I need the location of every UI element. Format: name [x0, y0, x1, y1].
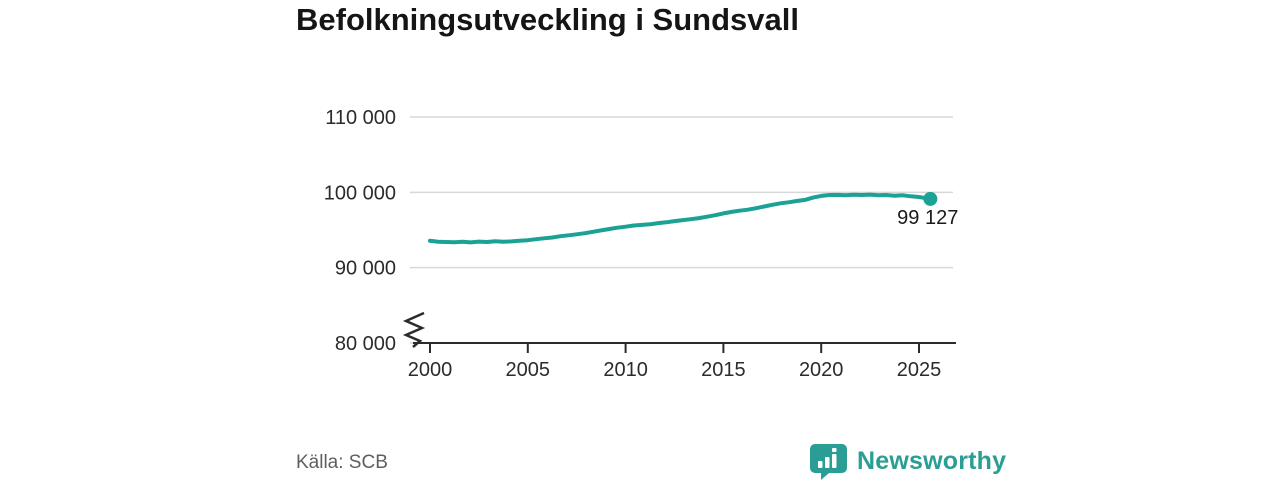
speech-bubble-bar-chart-icon — [810, 444, 847, 480]
x-axis-tick-label: 2020 — [799, 359, 844, 381]
y-axis-tick-label: 80 000 — [335, 333, 396, 355]
chart-title: Befolkningsutveckling i Sundsvall — [296, 2, 799, 37]
y-axis-tick-label: 90 000 — [335, 258, 396, 280]
y-axis-tick-label: 100 000 — [324, 182, 396, 204]
x-axis-tick-label: 2000 — [408, 359, 453, 381]
last-value-label: 99 127 — [897, 207, 958, 229]
source-note: Källa: SCB — [296, 452, 388, 473]
x-axis-tick-label: 2005 — [506, 359, 551, 381]
population-series-line — [428, 192, 933, 245]
y-axis-tick-label: 110 000 — [325, 107, 396, 129]
x-axis-tick-label: 2025 — [897, 359, 942, 381]
brand-name: Newsworthy — [857, 447, 1007, 475]
x-axis-tick-label: 2010 — [603, 359, 648, 381]
y-axis-break-icon — [402, 311, 426, 348]
last-point-marker — [923, 191, 938, 206]
newsworthy-logo: Newsworthy — [808, 443, 1006, 480]
logo-bars — [818, 448, 837, 468]
x-axis-tick-label: 2015 — [701, 359, 746, 381]
